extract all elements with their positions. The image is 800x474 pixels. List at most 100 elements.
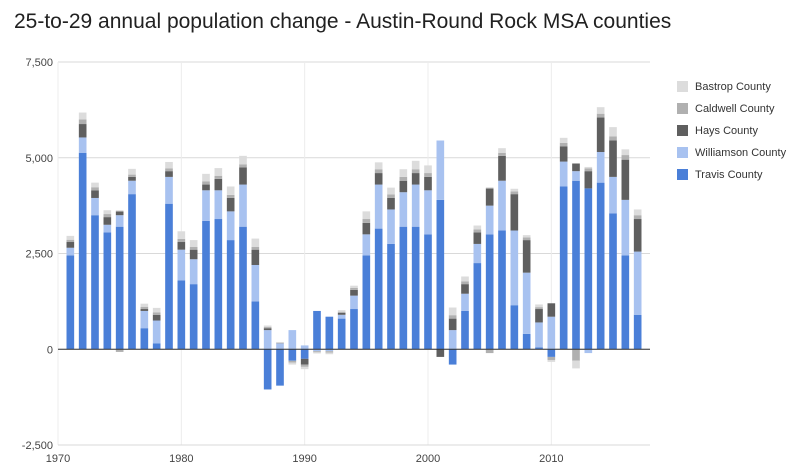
bar-segment[interactable] xyxy=(128,194,136,350)
bar-segment[interactable] xyxy=(239,155,247,165)
bar-segment[interactable] xyxy=(251,246,260,250)
bar-segment[interactable] xyxy=(140,328,149,350)
bar-segment[interactable] xyxy=(547,316,556,350)
bar-segment[interactable] xyxy=(189,249,198,260)
bar-segment[interactable] xyxy=(596,113,605,118)
bar-segment[interactable] xyxy=(276,341,284,343)
bar-segment[interactable] xyxy=(436,199,445,350)
bar-segment[interactable] xyxy=(461,284,469,294)
bar-segment[interactable] xyxy=(152,320,161,344)
bar-segment[interactable] xyxy=(226,194,235,198)
legend-label[interactable]: Caldwell County xyxy=(695,103,775,115)
bar-segment[interactable] xyxy=(152,314,161,321)
bar-segment[interactable] xyxy=(202,190,210,221)
bar-segment[interactable] xyxy=(128,168,136,175)
bar-segment[interactable] xyxy=(202,184,210,191)
bar-segment[interactable] xyxy=(633,314,642,350)
bar-segment[interactable] xyxy=(325,349,334,352)
bar-segment[interactable] xyxy=(140,309,149,311)
bar-segment[interactable] xyxy=(498,230,506,350)
legend-label[interactable]: Hays County xyxy=(695,125,758,137)
bar-segment[interactable] xyxy=(399,226,408,350)
bar-segment[interactable] xyxy=(226,186,235,195)
bar-segment[interactable] xyxy=(436,349,445,357)
bar-segment[interactable] xyxy=(399,192,408,227)
bar-segment[interactable] xyxy=(78,124,87,138)
bar-segment[interactable] xyxy=(300,366,309,370)
bar-segment[interactable] xyxy=(251,249,260,265)
bar-segment[interactable] xyxy=(485,349,494,354)
bar-segment[interactable] xyxy=(103,210,112,215)
bar-segment[interactable] xyxy=(424,190,432,235)
bar-segment[interactable] xyxy=(621,199,630,256)
bar-segment[interactable] xyxy=(103,224,112,233)
bar-segment[interactable] xyxy=(498,155,506,181)
bar-segment[interactable] xyxy=(239,184,247,227)
bar-segment[interactable] xyxy=(485,234,494,350)
bar-segment[interactable] xyxy=(387,194,395,198)
bar-segment[interactable] xyxy=(152,343,161,350)
bar-segment[interactable] xyxy=(374,169,383,174)
bar-segment[interactable] xyxy=(313,310,321,350)
bar-segment[interactable] xyxy=(572,171,580,181)
bar-segment[interactable] xyxy=(350,309,358,350)
bar-segment[interactable] xyxy=(288,360,297,363)
bar-segment[interactable] xyxy=(522,272,531,334)
legend-label[interactable]: Williamson County xyxy=(695,147,787,159)
bar-segment[interactable] xyxy=(91,182,99,188)
bar-segment[interactable] xyxy=(337,318,346,350)
bar-segment[interactable] xyxy=(263,349,272,390)
bar-segment[interactable] xyxy=(226,240,235,350)
bar-segment[interactable] xyxy=(350,289,358,296)
bar-segment[interactable] xyxy=(387,187,395,195)
bar-segment[interactable] xyxy=(448,330,457,350)
bar-segment[interactable] xyxy=(165,176,173,204)
bar-segment[interactable] xyxy=(559,146,568,162)
bar-segment[interactable] xyxy=(448,318,457,331)
bar-segment[interactable] xyxy=(263,330,272,350)
bar-segment[interactable] xyxy=(66,242,75,248)
bar-segment[interactable] xyxy=(350,287,358,290)
bar-segment[interactable] xyxy=(596,117,605,153)
bar-segment[interactable] xyxy=(609,136,617,141)
bar-segment[interactable] xyxy=(91,187,99,191)
bar-segment[interactable] xyxy=(387,209,395,244)
bar-segment[interactable] xyxy=(251,301,260,350)
bar-segment[interactable] xyxy=(547,359,556,362)
bar-segment[interactable] xyxy=(510,230,519,306)
bar-segment[interactable] xyxy=(510,188,519,192)
bar-segment[interactable] xyxy=(621,159,630,200)
bar-segment[interactable] xyxy=(448,349,457,365)
bar-segment[interactable] xyxy=(128,176,136,181)
bar-segment[interactable] xyxy=(633,251,642,315)
bar-segment[interactable] xyxy=(547,303,556,317)
bar-segment[interactable] xyxy=(609,140,617,177)
bar-segment[interactable] xyxy=(263,327,272,329)
bar-segment[interactable] xyxy=(115,349,124,352)
bar-segment[interactable] xyxy=(535,309,543,323)
bar-segment[interactable] xyxy=(300,349,309,359)
bar-segment[interactable] xyxy=(189,246,198,250)
bar-segment[interactable] xyxy=(362,222,371,235)
bar-segment[interactable] xyxy=(522,237,531,241)
bar-segment[interactable] xyxy=(424,234,432,350)
bar-segment[interactable] xyxy=(337,310,346,312)
bar-segment[interactable] xyxy=(473,232,482,244)
bar-segment[interactable] xyxy=(485,188,494,206)
bar-segment[interactable] xyxy=(91,197,99,216)
bar-segment[interactable] xyxy=(362,219,371,223)
bar-segment[interactable] xyxy=(485,187,494,189)
bar-segment[interactable] xyxy=(103,232,112,350)
bar-segment[interactable] xyxy=(498,148,506,153)
bar-segment[interactable] xyxy=(263,325,272,328)
bar-segment[interactable] xyxy=(189,240,198,247)
bar-segment[interactable] xyxy=(337,314,346,319)
bar-segment[interactable] xyxy=(387,243,395,350)
bar-segment[interactable] xyxy=(609,127,617,137)
bar-segment[interactable] xyxy=(177,242,186,250)
bar-segment[interactable] xyxy=(189,259,198,285)
bar-segment[interactable] xyxy=(288,330,297,350)
bar-segment[interactable] xyxy=(177,231,186,239)
bar-segment[interactable] xyxy=(66,239,75,243)
bar-segment[interactable] xyxy=(66,255,75,350)
